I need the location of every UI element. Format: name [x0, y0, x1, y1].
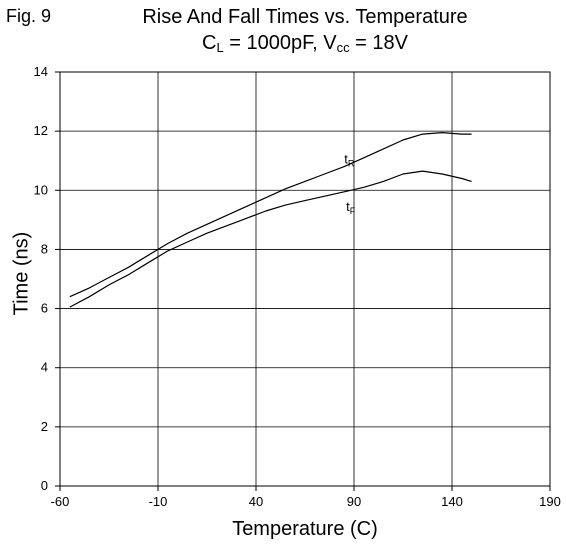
y-tick-label: 10 [34, 182, 48, 197]
subtitle-c: C [202, 32, 217, 54]
series-label: tR [344, 152, 355, 169]
y-tick-label: 4 [41, 360, 48, 375]
x-tick-label: -10 [149, 494, 168, 509]
chart-title: Rise And Fall Times vs. Temperature [142, 6, 468, 28]
plot-frame [59, 71, 551, 487]
y-tick-label: 0 [41, 478, 48, 493]
x-axis-label: Temperature (C) [232, 518, 378, 540]
x-tick-label: 140 [441, 494, 463, 509]
series-line-tr [69, 132, 472, 298]
subtitle-mid: = 1000pF, V [223, 32, 337, 54]
y-tick-label: 2 [41, 419, 48, 434]
series-line-tf [69, 170, 472, 308]
x-tick-label: 90 [347, 494, 361, 509]
figure-label: Fig. 9 [6, 6, 52, 26]
subtitle-c-subscript: L [216, 40, 224, 55]
chart-subtitle: CL = 1000pF, Vcc = 18V [60, 32, 550, 55]
x-tick-label: 40 [249, 494, 263, 509]
tick-labels: -60 -10 40 90 140 190 0 2 4 6 8 10 12 14 [34, 64, 561, 509]
series-lines [69, 132, 472, 308]
grid-lines [55, 71, 551, 491]
subtitle-end: = 18V [349, 32, 408, 54]
y-tick-label: 12 [34, 123, 48, 138]
series-label: tF [346, 199, 356, 216]
y-tick-label: 8 [41, 241, 48, 256]
series-labels: tR tF [344, 152, 356, 216]
subtitle-v-subscript: cc [336, 40, 350, 55]
y-tick-label: 6 [41, 301, 48, 316]
x-tick-label: 190 [539, 494, 561, 509]
x-tick-label: -60 [51, 494, 70, 509]
y-tick-label: 14 [34, 64, 48, 79]
